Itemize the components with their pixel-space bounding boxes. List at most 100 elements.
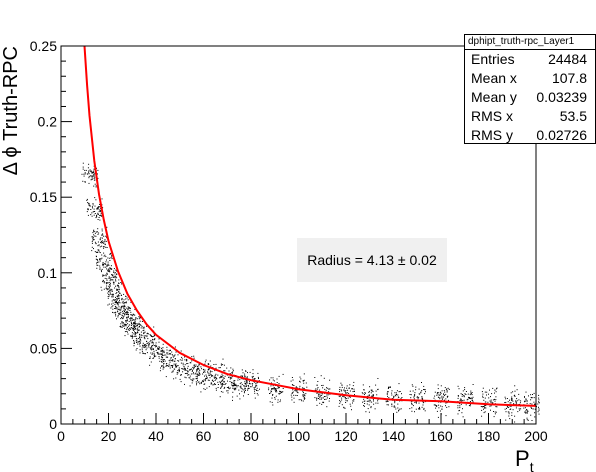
scatter-dot	[237, 396, 238, 397]
scatter-dot	[316, 400, 317, 401]
scatter-dot	[218, 384, 219, 385]
scatter-dot	[527, 411, 528, 412]
scatter-dot	[179, 371, 180, 372]
scatter-dot	[94, 169, 95, 170]
scatter-dot	[354, 389, 355, 390]
scatter-dot	[397, 390, 398, 391]
scatter-dot	[485, 402, 486, 403]
scatter-dot	[123, 316, 124, 317]
scatter-dot	[238, 385, 239, 386]
scatter-dot	[92, 206, 93, 207]
scatter-dot	[199, 369, 200, 370]
scatter-dot	[438, 417, 439, 418]
scatter-dot	[199, 374, 200, 375]
scatter-dot	[119, 306, 120, 307]
scatter-dot	[242, 369, 243, 370]
scatter-dot	[126, 314, 127, 315]
scatter-dot	[492, 402, 493, 403]
scatter-dot	[438, 388, 439, 389]
scatter-dot	[473, 397, 474, 398]
scatter-dot	[130, 318, 131, 319]
scatter-dot	[292, 392, 293, 393]
scatter-dot	[187, 368, 188, 369]
scatter-dot	[144, 345, 145, 346]
scatter-dot	[181, 357, 182, 358]
scatter-dot	[276, 396, 277, 397]
scatter-dot	[144, 337, 145, 338]
scatter-dot	[409, 408, 410, 409]
scatter-dot	[213, 381, 214, 382]
scatter-dot	[135, 317, 136, 318]
scatter-dot	[462, 396, 463, 397]
scatter-dot	[184, 377, 185, 378]
scatter-dot	[127, 308, 128, 309]
scatter-dot	[411, 401, 412, 402]
scatter-dot	[196, 371, 197, 372]
scatter-dot	[292, 377, 293, 378]
scatter-dot	[161, 351, 162, 352]
scatter-dot	[197, 369, 198, 370]
scatter-dot	[202, 374, 203, 375]
scatter-dot	[211, 383, 212, 384]
scatter-dot	[133, 323, 134, 324]
scatter-dot	[113, 271, 114, 272]
scatter-dot	[509, 413, 510, 414]
scatter-dot	[151, 348, 152, 349]
scatter-dot	[150, 347, 151, 348]
scatter-dot	[102, 265, 103, 266]
scatter-dot	[109, 289, 110, 290]
scatter-dot	[109, 270, 110, 271]
scatter-dot	[436, 395, 437, 396]
scatter-dot	[423, 402, 424, 403]
scatter-dot	[209, 375, 210, 376]
scatter-dot	[98, 242, 99, 243]
scatter-dot	[472, 398, 473, 399]
scatter-dot	[485, 398, 486, 399]
scatter-dot	[217, 382, 218, 383]
scatter-dot	[154, 354, 155, 355]
scatter-dot	[117, 316, 118, 317]
scatter-dot	[320, 396, 321, 397]
scatter-dot	[245, 376, 246, 377]
scatter-dot	[95, 199, 96, 200]
scatter-dot	[419, 393, 420, 394]
scatter-dot	[530, 415, 531, 416]
scatter-dot	[496, 406, 497, 407]
scatter-dot	[161, 359, 162, 360]
scatter-dot	[481, 416, 482, 417]
scatter-dot	[103, 248, 104, 249]
scatter-dot	[223, 384, 224, 385]
scatter-dot	[464, 387, 465, 388]
scatter-dot	[141, 325, 142, 326]
scatter-dot	[139, 330, 140, 331]
scatter-dot	[115, 286, 116, 287]
scatter-dot	[505, 402, 506, 403]
scatter-dot	[132, 336, 133, 337]
scatter-dot	[90, 171, 91, 172]
scatter-dot	[209, 380, 210, 381]
scatter-dot	[127, 328, 128, 329]
scatter-dot	[137, 342, 138, 343]
scatter-dot	[141, 332, 142, 333]
scatter-dot	[159, 361, 160, 362]
scatter-dot	[321, 404, 322, 405]
scatter-dot	[347, 400, 348, 401]
scatter-dot	[462, 400, 463, 401]
scatter-dot	[193, 356, 194, 357]
scatter-dot	[191, 374, 192, 375]
scatter-dot	[166, 353, 167, 354]
scatter-dot	[127, 320, 128, 321]
scatter-dot	[112, 306, 113, 307]
scatter-dot	[321, 385, 322, 386]
scatter-dot	[133, 325, 134, 326]
scatter-dot	[517, 411, 518, 412]
scatter-dot	[279, 383, 280, 384]
scatter-dot	[484, 412, 485, 413]
scatter-dot	[107, 274, 108, 275]
scatter-dot	[186, 360, 187, 361]
scatter-dot	[445, 398, 446, 399]
scatter-dot	[185, 370, 186, 371]
scatter-dot	[232, 382, 233, 383]
scatter-dot	[538, 395, 539, 396]
scatter-dot	[114, 268, 115, 269]
